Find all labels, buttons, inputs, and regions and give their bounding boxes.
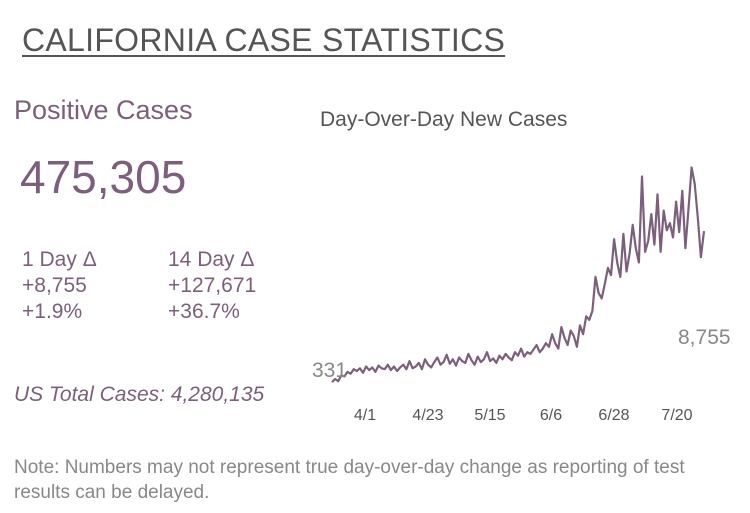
one-day-delta: 1 Day Δ +8,755 +1.9% xyxy=(22,247,97,325)
chart-title: Day-Over-Day New Cases xyxy=(320,108,568,131)
x-tick-label: 4/23 xyxy=(412,407,443,424)
start-value-label: 331 xyxy=(312,359,347,382)
series-line xyxy=(331,166,706,383)
fourteen-day-delta-abs: +127,671 xyxy=(168,274,257,297)
fourteen-day-delta: 14 Day Δ +127,671 +36.7% xyxy=(168,247,256,325)
x-tick-label: 6/28 xyxy=(598,407,629,424)
us-total-cases: US Total Cases: 4,280,135 xyxy=(14,383,265,406)
fourteen-day-delta-label: 14 Day Δ xyxy=(168,248,255,271)
one-day-delta-pct: +1.9% xyxy=(22,300,83,323)
one-day-delta-abs: +8,755 xyxy=(22,274,87,297)
fourteen-day-delta-pct: +36.7% xyxy=(168,300,240,323)
positive-cases-value: 475,305 xyxy=(20,151,187,203)
x-tick-label: 6/6 xyxy=(540,407,562,424)
page-title: CALIFORNIA CASE STATISTICS xyxy=(22,22,506,58)
x-tick-label: 5/15 xyxy=(474,407,505,424)
one-day-delta-label: 1 Day Δ xyxy=(22,248,97,271)
positive-cases-label: Positive Cases xyxy=(14,95,193,125)
end-value-label: 8,755 xyxy=(678,326,731,349)
x-tick-label: 7/20 xyxy=(661,407,692,424)
disclaimer-note: Note: Numbers may not represent true day… xyxy=(14,457,685,503)
chart-plot-area: 4/1 4/23 5/15 6/6 6/28 7/20 331 8,755 xyxy=(312,166,731,424)
x-tick-label: 4/1 xyxy=(354,407,376,424)
